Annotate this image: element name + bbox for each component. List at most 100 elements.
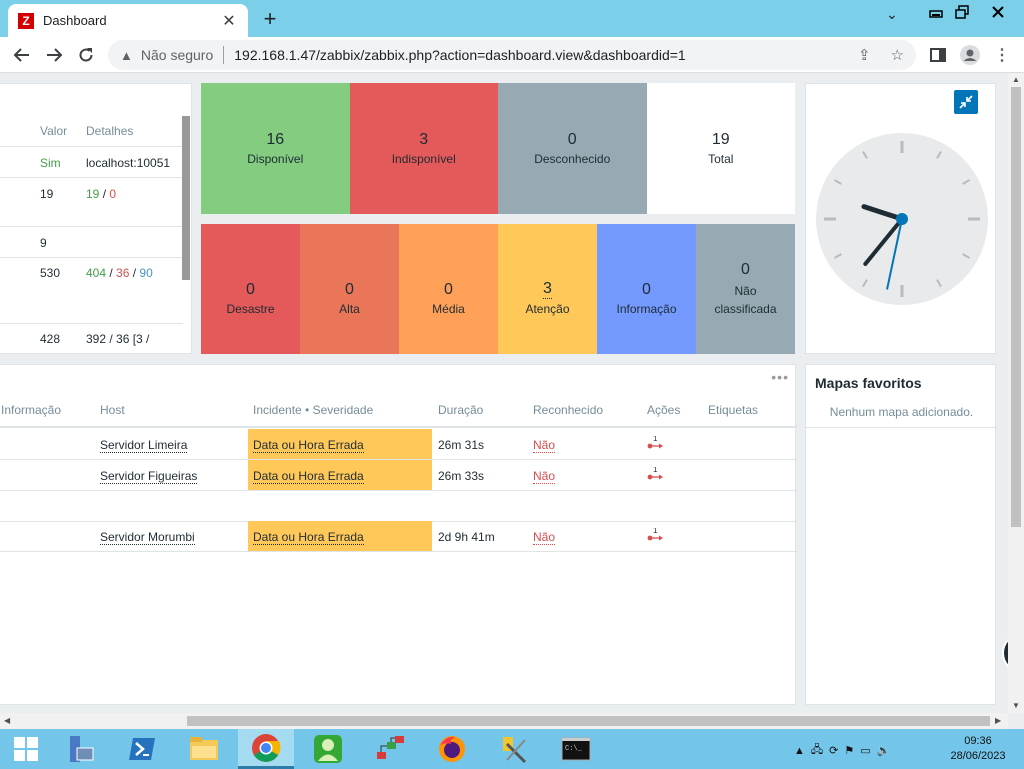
- severity-information[interactable]: 0 Informação: [597, 224, 696, 354]
- incident-cell: Data ou Hora Errada: [248, 521, 432, 551]
- browser-tab-dashboard[interactable]: Z Dashboard ✕: [8, 4, 248, 37]
- ack-link[interactable]: Não: [533, 530, 556, 545]
- minimize-button[interactable]: [922, 0, 949, 24]
- severity-not-classified[interactable]: 0 Não classificada: [696, 224, 795, 354]
- forward-button[interactable]: [42, 43, 66, 67]
- incident-link[interactable]: Data ou Hora Errada: [253, 438, 364, 453]
- taskbar-user-app[interactable]: [300, 729, 356, 769]
- row-value: 530: [40, 266, 61, 280]
- forward-arrow-icon: [47, 48, 63, 62]
- scroll-right-arrow-icon[interactable]: ▶: [995, 716, 1002, 725]
- back-button[interactable]: [10, 43, 34, 67]
- show-hidden-icons-icon[interactable]: ▲: [794, 744, 805, 757]
- start-button[interactable]: [0, 729, 52, 769]
- host-link[interactable]: Servidor Limeira: [100, 438, 188, 453]
- page-vertical-scrollbar[interactable]: ▲ ▼: [1008, 73, 1024, 713]
- taskbar-tools[interactable]: [486, 729, 542, 769]
- address-bar[interactable]: ▲ Não seguro 192.168.1.47/zabbix/zabbix.…: [108, 40, 916, 70]
- col-tags: Etiquetas: [708, 403, 759, 417]
- volume-icon[interactable]: 🔈: [876, 745, 891, 757]
- severity-average[interactable]: 0 Média: [399, 224, 498, 354]
- zabbix-favicon: Z: [18, 12, 34, 29]
- clock-center: [896, 213, 908, 225]
- not-secure-warning-icon[interactable]: ▲: [120, 47, 133, 63]
- host-link[interactable]: Servidor Figueiras: [100, 469, 198, 484]
- taskbar-server-manager[interactable]: [52, 729, 108, 769]
- actions-indicator[interactable]: 1: [647, 465, 665, 481]
- vertical-scroll-thumb[interactable]: [1011, 87, 1021, 527]
- availability-available[interactable]: 16 Disponível: [201, 83, 350, 214]
- new-tab-button[interactable]: +: [263, 6, 277, 31]
- url-text[interactable]: 192.168.1.47/zabbix/zabbix.php?action=da…: [234, 47, 686, 63]
- taskbar-powershell[interactable]: [114, 729, 170, 769]
- analog-clock: [816, 133, 988, 305]
- row-details: localhost:10051: [86, 156, 171, 170]
- availability-unknown[interactable]: 0 Desconhecido: [498, 83, 647, 214]
- flag-icon[interactable]: ⚑: [844, 745, 855, 757]
- scroll-down-arrow-icon[interactable]: ▼: [1012, 701, 1020, 710]
- horizontal-scroll-thumb[interactable]: [187, 716, 990, 726]
- widget-menu-dots-icon[interactable]: •••: [771, 369, 789, 385]
- page-horizontal-scrollbar[interactable]: ◀ ▶: [0, 713, 1008, 729]
- taskbar-network-tool[interactable]: [362, 729, 418, 769]
- actions-arrow-icon: 1: [647, 526, 663, 541]
- network-icon[interactable]: 🖧: [810, 744, 824, 756]
- browser-menu-icon[interactable]: ⋮: [994, 47, 1010, 64]
- bookmark-star-icon[interactable]: ☆: [890, 47, 904, 64]
- col-actions: Ações: [647, 403, 681, 417]
- close-window-button[interactable]: [975, 0, 1021, 24]
- windows-taskbar: C:\_ ▲ 🖧 ⟳ ⚑ ▭ 🔈 09:36 28/06/2023: [0, 729, 1024, 769]
- widget-scrollbar[interactable]: [182, 116, 190, 280]
- availability-unavailable[interactable]: 3 Indisponível: [349, 83, 498, 214]
- scroll-left-arrow-icon[interactable]: ◀: [4, 716, 11, 725]
- taskbar-chrome[interactable]: [238, 729, 294, 769]
- host-link[interactable]: Servidor Morumbi: [100, 530, 195, 545]
- details-red: 0: [109, 187, 117, 201]
- profile-button[interactable]: [958, 43, 982, 67]
- scroll-up-arrow-icon[interactable]: ▲: [1012, 75, 1020, 84]
- col-incident[interactable]: Incidente • Severidade: [253, 403, 374, 417]
- taskbar-command-prompt[interactable]: C:\_: [548, 729, 604, 769]
- taskbar-firefox[interactable]: [424, 729, 480, 769]
- actions-indicator[interactable]: 1: [647, 526, 665, 542]
- side-panel-button[interactable]: [928, 43, 948, 67]
- user-app-icon: [314, 735, 342, 763]
- actions-indicator[interactable]: 1: [647, 434, 665, 450]
- incident-link[interactable]: Data ou Hora Errada: [253, 469, 364, 484]
- collapse-arrows-icon: [959, 95, 973, 109]
- share-icon[interactable]: ⇪: [857, 47, 871, 64]
- severity-warning[interactable]: 3 Atenção: [498, 224, 597, 354]
- reload-button[interactable]: [74, 43, 98, 67]
- tab-search-chevron-icon[interactable]: ⌄: [886, 6, 898, 22]
- taskbar-clock[interactable]: 09:36 28/06/2023: [940, 734, 1016, 764]
- exit-kiosk-button[interactable]: [954, 90, 978, 114]
- taskbar-file-explorer[interactable]: [176, 729, 232, 769]
- server-manager-icon: [70, 736, 94, 762]
- severity-high[interactable]: 0 Alta: [300, 224, 399, 354]
- security-label[interactable]: Não seguro: [140, 47, 214, 63]
- col-host[interactable]: Host: [100, 403, 125, 417]
- duration: 26m 33s: [438, 469, 485, 483]
- availability-label: Indisponível: [391, 152, 456, 166]
- clock-ticks: [824, 141, 980, 297]
- severity-count: 0: [444, 280, 453, 298]
- severity-count[interactable]: 3: [543, 280, 552, 299]
- system-info-header: Valor Detalhes: [0, 84, 183, 147]
- display-icon[interactable]: ▭: [860, 745, 871, 757]
- firefox-icon: [439, 736, 465, 762]
- maps-empty-message: Nenhum mapa adicionado.: [806, 405, 997, 428]
- table-row: Servidor Morumbi Data ou Hora Errada 2d …: [0, 521, 797, 552]
- ack-link[interactable]: Não: [533, 469, 556, 484]
- severity-disaster[interactable]: 0 Desastre: [201, 224, 300, 354]
- details-red: 36: [116, 266, 130, 280]
- ack-link[interactable]: Não: [533, 438, 556, 453]
- row-details: 404 / 36 / 90: [86, 266, 153, 280]
- details-separator: /: [99, 187, 110, 201]
- incident-link[interactable]: Data ou Hora Errada: [253, 530, 364, 545]
- restore-button[interactable]: [949, 0, 975, 24]
- sync-icon[interactable]: ⟳: [829, 745, 839, 757]
- tab-close-icon[interactable]: ✕: [222, 12, 236, 30]
- availability-label: Total: [708, 152, 734, 166]
- clock-tick: [862, 150, 868, 159]
- system-tray: ▲ 🖧 ⟳ ⚑ ▭ 🔈: [794, 741, 890, 760]
